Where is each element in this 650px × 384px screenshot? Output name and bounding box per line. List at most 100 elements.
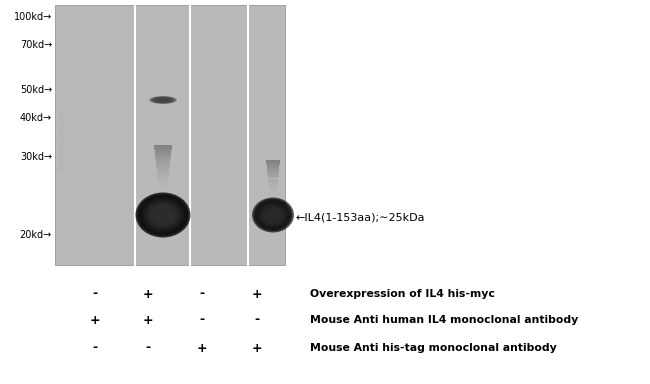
Text: +: + xyxy=(252,288,263,301)
Bar xyxy=(154,147,172,149)
Ellipse shape xyxy=(264,208,282,222)
Bar xyxy=(159,192,167,193)
Bar xyxy=(157,171,169,172)
Ellipse shape xyxy=(156,98,170,102)
Bar xyxy=(268,180,278,181)
Ellipse shape xyxy=(155,98,171,102)
Bar xyxy=(155,157,170,159)
Bar xyxy=(158,182,168,183)
Ellipse shape xyxy=(144,199,183,231)
Bar xyxy=(268,184,278,185)
Bar xyxy=(270,192,276,193)
Ellipse shape xyxy=(135,192,190,237)
Bar xyxy=(158,178,168,179)
Bar xyxy=(270,193,276,194)
Text: +: + xyxy=(143,288,153,301)
Bar xyxy=(155,159,170,160)
Bar xyxy=(267,170,279,171)
Ellipse shape xyxy=(150,204,177,226)
Ellipse shape xyxy=(255,200,291,230)
Bar xyxy=(269,187,277,188)
Text: +: + xyxy=(90,313,100,326)
Bar xyxy=(157,166,170,167)
Bar xyxy=(266,160,280,161)
Bar xyxy=(157,167,170,168)
Text: 100kd→: 100kd→ xyxy=(14,12,52,22)
Ellipse shape xyxy=(261,205,285,225)
Bar xyxy=(155,149,172,150)
Bar xyxy=(155,150,172,151)
Text: 40kd→: 40kd→ xyxy=(20,113,52,123)
Bar xyxy=(155,155,171,156)
Bar xyxy=(157,177,168,178)
Bar xyxy=(266,161,280,162)
Bar xyxy=(157,175,169,176)
Ellipse shape xyxy=(154,98,172,103)
Text: 30kd→: 30kd→ xyxy=(20,152,52,162)
Bar xyxy=(159,183,168,184)
Text: 50kd→: 50kd→ xyxy=(20,85,52,95)
Bar xyxy=(267,172,279,173)
Bar xyxy=(267,168,279,169)
Text: +: + xyxy=(197,341,207,354)
Bar xyxy=(266,162,280,163)
Bar xyxy=(55,5,285,265)
Text: WWW.PTGLAB.COM: WWW.PTGLAB.COM xyxy=(60,109,64,170)
Ellipse shape xyxy=(151,97,175,103)
Text: -: - xyxy=(92,288,98,301)
Bar xyxy=(268,177,278,179)
Bar xyxy=(156,164,170,165)
Bar xyxy=(267,171,279,172)
Bar xyxy=(159,185,168,187)
Ellipse shape xyxy=(153,97,173,103)
Bar xyxy=(158,181,168,182)
Ellipse shape xyxy=(149,96,177,104)
Text: -: - xyxy=(200,313,205,326)
Text: -: - xyxy=(146,341,151,354)
Ellipse shape xyxy=(263,206,283,223)
Ellipse shape xyxy=(148,202,179,228)
Bar xyxy=(159,190,167,192)
Ellipse shape xyxy=(140,196,187,234)
Bar xyxy=(156,161,170,162)
Bar xyxy=(156,165,170,166)
Bar xyxy=(157,176,168,177)
Bar xyxy=(159,187,167,188)
Bar xyxy=(155,154,171,155)
Text: ←IL4(1-153aa);∼25kDa: ←IL4(1-153aa);∼25kDa xyxy=(283,212,424,222)
Bar xyxy=(268,182,278,184)
Ellipse shape xyxy=(258,202,288,227)
Bar xyxy=(159,189,167,190)
Bar xyxy=(158,179,168,180)
Text: Mouse Anti his-tag monoclonal antibody: Mouse Anti his-tag monoclonal antibody xyxy=(310,343,557,353)
Bar xyxy=(155,151,172,152)
Bar xyxy=(269,190,277,191)
Bar xyxy=(267,169,279,170)
Ellipse shape xyxy=(142,197,185,233)
Bar xyxy=(269,186,277,187)
Text: +: + xyxy=(252,341,263,354)
Bar xyxy=(157,170,169,171)
Ellipse shape xyxy=(152,97,174,103)
Text: -: - xyxy=(200,288,205,301)
Bar xyxy=(266,164,280,165)
Bar xyxy=(154,145,172,146)
Bar xyxy=(270,194,276,195)
Bar xyxy=(159,184,168,185)
Bar xyxy=(268,181,278,182)
Bar xyxy=(155,156,171,157)
Bar xyxy=(266,167,280,168)
Bar xyxy=(270,197,276,198)
Ellipse shape xyxy=(252,197,294,232)
Ellipse shape xyxy=(146,200,181,229)
Text: -: - xyxy=(92,341,98,354)
Ellipse shape xyxy=(257,201,289,229)
Text: 20kd→: 20kd→ xyxy=(20,230,52,240)
Bar xyxy=(266,165,280,166)
Ellipse shape xyxy=(151,205,175,225)
Bar xyxy=(268,179,278,180)
Bar xyxy=(157,173,169,174)
Bar xyxy=(268,174,278,175)
Bar xyxy=(270,196,276,197)
Ellipse shape xyxy=(259,204,287,226)
